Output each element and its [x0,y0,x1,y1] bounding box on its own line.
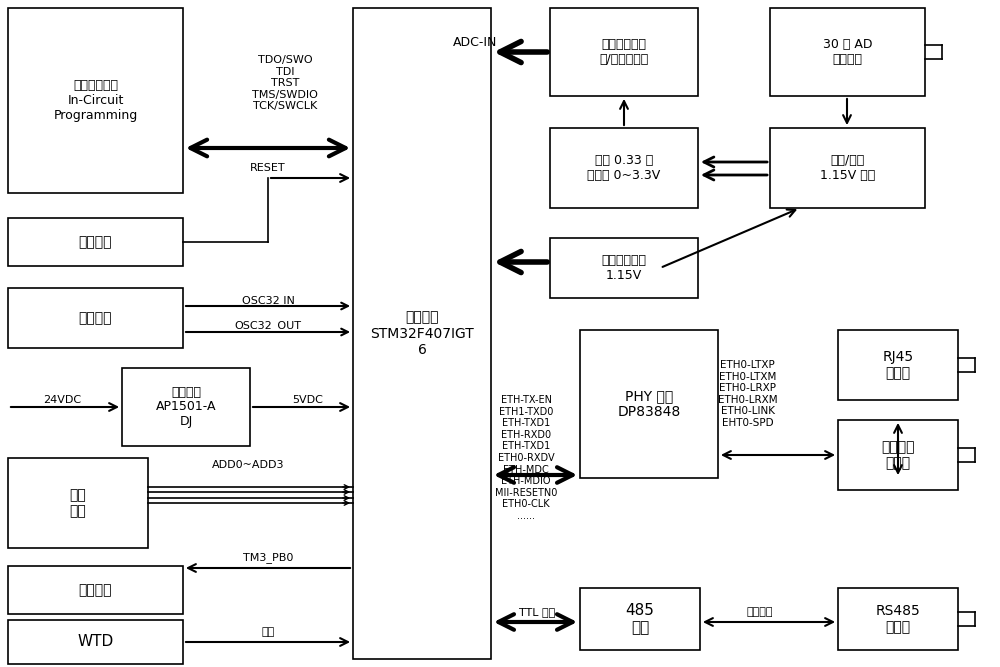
Text: 复位电路: 复位电路 [79,235,112,249]
Bar [838,420,958,490]
Bar [353,8,491,659]
Text: 叠加/抬高
1.15V 电压: 叠加/抬高 1.15V 电压 [820,154,875,182]
Bar [122,368,250,446]
Text: OSC32_OUT: OSC32_OUT [234,321,302,331]
Bar [580,588,700,650]
Text: RJ45
通讯口: RJ45 通讯口 [882,350,914,380]
Bar [8,458,148,548]
Text: 参考电压电路
1.15V: 参考电压电路 1.15V [602,254,646,282]
Text: 放大 0.33 倍
电压为 0~3.3V: 放大 0.33 倍 电压为 0~3.3V [587,154,661,182]
Text: ADD0~ADD3: ADD0~ADD3 [212,460,284,470]
Text: PHY 芜片
DP83848: PHY 芜片 DP83848 [617,389,681,419]
Bar [770,8,925,96]
Text: 电源供给
AP1501-A
DJ: 电源供给 AP1501-A DJ [156,386,216,428]
Text: 选址
电路: 选址 电路 [70,488,86,518]
Bar [8,8,183,193]
Bar [8,218,183,266]
Text: 网络隔离
变压器: 网络隔离 变压器 [881,440,915,470]
Text: ADC-IN: ADC-IN [453,35,497,49]
Bar [550,238,698,298]
Bar [550,8,698,96]
Bar [8,288,183,348]
Bar [8,566,183,614]
Bar [770,128,925,208]
Text: WTD: WTD [77,634,114,650]
Text: RS485
通讯口: RS485 通讯口 [876,604,920,634]
Bar [838,330,958,400]
Text: ETH0-LTXP
ETH0-LTXM
ETH0-LRXP
ETH0-LRXM
ETH0-LINK
EHT0-SPD: ETH0-LTXP ETH0-LTXM ETH0-LRXP ETH0-LRXM … [718,360,778,428]
Text: 脉冲: 脉冲 [261,627,275,637]
Bar [838,588,958,650]
Text: OSC32 IN: OSC32 IN [242,296,294,306]
Bar [8,620,183,664]
Text: 30 路 AD
输入信号: 30 路 AD 输入信号 [823,38,872,66]
Text: TM3_PB0: TM3_PB0 [243,552,293,564]
Text: 阻抗转换的电
路/电压跟随器: 阻抗转换的电 路/电压跟随器 [599,38,649,66]
Text: TTL 电平: TTL 电平 [519,607,555,617]
Text: 晶振电路: 晶振电路 [79,311,112,325]
Text: TDO/SWO
TDI
TRST
TMS/SWDIO
TCK/SWCLK: TDO/SWO TDI TRST TMS/SWDIO TCK/SWCLK [252,55,318,111]
Bar [550,128,698,208]
Text: RESET: RESET [250,163,286,173]
Text: 主控芯片
STM32F407IGT
6: 主控芯片 STM32F407IGT 6 [370,310,474,357]
Text: 运行指示: 运行指示 [79,583,112,597]
Text: 24VDC: 24VDC [43,395,81,405]
Text: 5VDC: 5VDC [293,395,323,405]
Text: 485
模块: 485 模块 [626,603,654,635]
Bar [580,330,718,478]
Text: 差分信号: 差分信号 [747,607,773,617]
Text: ETH-TX-EN
ETH1-TXD0
ETH-TXD1
ETH-RXD0
ETH-TXD1
ETH0-RXDV
ETH-MDC
ETH-MDIO
MII-RE: ETH-TX-EN ETH1-TXD0 ETH-TXD1 ETH-RXD0 ET… [495,395,557,521]
Text: 程序下载模块
In-Circuit
Programming: 程序下载模块 In-Circuit Programming [53,79,138,122]
